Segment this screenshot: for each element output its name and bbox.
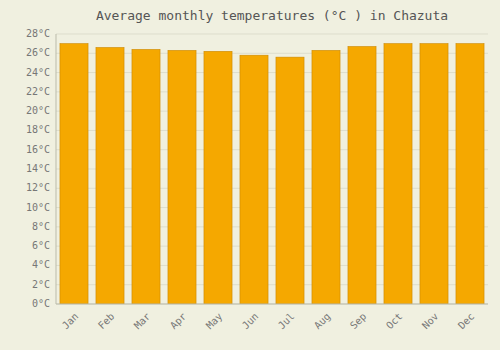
- y-axis: 0°C 2°C 4°C 6°C 8°C 10°C 12°C 14°C 16°C 18°C 20°C 2…: [26, 28, 50, 309]
- x-tick-label: Sep: [348, 311, 369, 332]
- bar: [204, 51, 232, 304]
- grid: [56, 34, 488, 304]
- y-tick-label: 22°C: [26, 86, 50, 97]
- grid-line: [56, 304, 488, 305]
- y-tick-label: 4°C: [32, 259, 50, 270]
- y-tick-label: 28°C: [26, 28, 50, 39]
- bar: [348, 47, 376, 304]
- bars: [60, 44, 484, 304]
- x-axis: Jan Feb Mar Apr May Jun Jul Aug Sep Oct Nov Dec: [60, 311, 477, 332]
- y-tick-label: 18°C: [26, 124, 50, 135]
- title: Average monthly temperatures (°C ) in Ch…: [96, 8, 448, 23]
- background: [0, 0, 500, 350]
- y-tick-label: 20°C: [26, 105, 50, 116]
- x-tick-label: Feb: [96, 311, 117, 332]
- y-tick-label: 10°C: [26, 202, 50, 213]
- bar: [96, 48, 124, 305]
- y-tick-label: 24°C: [26, 67, 50, 78]
- bar: [420, 44, 448, 304]
- y-tick-label: 6°C: [32, 240, 50, 251]
- y-tick-label: 0°C: [32, 298, 50, 309]
- y-tick-label: 2°C: [32, 279, 50, 290]
- y-tick-label: 26°C: [26, 47, 50, 58]
- x-tick-label: Dec: [456, 311, 477, 332]
- x-axis-line: [56, 304, 488, 305]
- x-tick-label: May: [204, 311, 225, 332]
- x-tick-label: Nov: [420, 311, 441, 332]
- bar: [384, 44, 412, 304]
- x-tick-label: Jul: [276, 311, 297, 332]
- y-tick-label: 14°C: [26, 163, 50, 174]
- y-tick-label: 12°C: [26, 182, 50, 193]
- y-axis-line: [56, 34, 57, 304]
- bar: [276, 57, 304, 304]
- x-tick-label: Mar: [132, 311, 153, 332]
- x-tick-label: Oct: [384, 311, 405, 332]
- x-tick-label: Jan: [60, 311, 81, 332]
- x-tick-label: Apr: [168, 311, 189, 332]
- chart: 0°C 2°C 4°C 6°C 8°C 10°C 12°C 14°C 16°C 18°C 20°C 2…: [0, 0, 500, 350]
- bar: [312, 50, 340, 304]
- y-tick-label: 16°C: [26, 144, 50, 155]
- x-tick-label: Aug: [312, 311, 333, 332]
- bar: [60, 44, 88, 304]
- y-tick-label: 8°C: [32, 221, 50, 232]
- bar: [240, 55, 268, 304]
- bar: [456, 44, 484, 304]
- grid-line: [56, 34, 488, 35]
- bar: [132, 49, 160, 304]
- x-tick-label: Jun: [240, 311, 261, 332]
- bar: [168, 50, 196, 304]
